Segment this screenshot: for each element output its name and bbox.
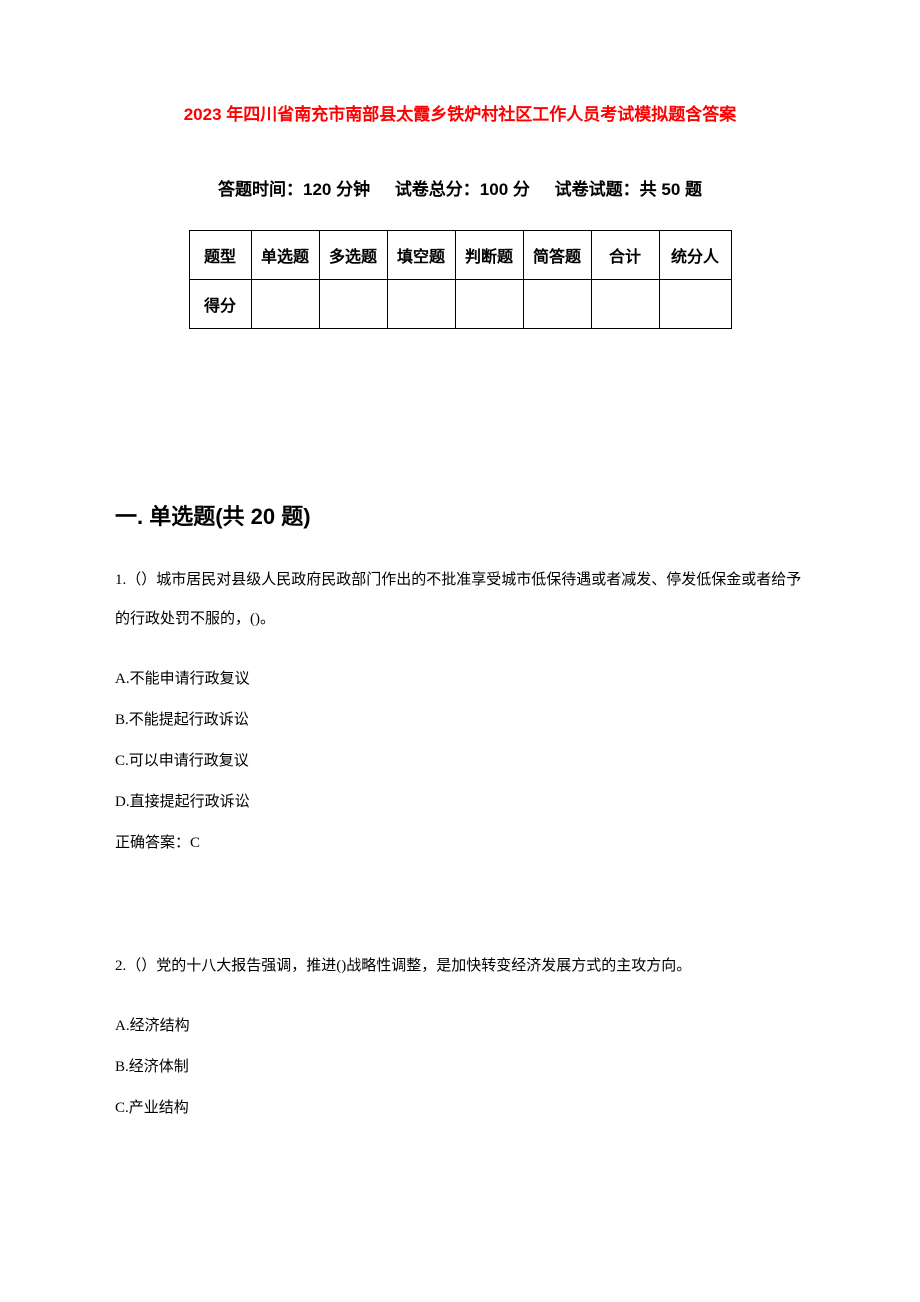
score-cell [387,280,455,329]
question-text: 1.（）城市居民对县级人民政府民政部门作出的不批准享受城市低保待遇或者减发、停发… [115,561,805,639]
table-score-row: 得分 [189,280,731,329]
header-type-fill: 填空题 [387,231,455,280]
option-a: A.经济结构 [115,1014,805,1035]
header-type-short: 简答题 [523,231,591,280]
option-c: C.产业结构 [115,1096,805,1117]
score-cell [319,280,387,329]
score-cell [659,280,731,329]
score-cell [251,280,319,329]
option-c: C.可以申请行政复议 [115,749,805,770]
score-table: 题型 单选题 多选题 填空题 判断题 简答题 合计 统分人 得分 [189,230,732,329]
header-total: 合计 [591,231,659,280]
header-label: 题型 [189,231,251,280]
score-cell [523,280,591,329]
exam-time: 答题时间：120 分钟 [218,180,370,199]
option-a: A.不能申请行政复议 [115,667,805,688]
question-body: （）城市居民对县级人民政府民政部门作出的不批准享受城市低保待遇或者减发、停发低保… [115,572,801,627]
exam-subtitle: 答题时间：120 分钟 试卷总分：100 分 试卷试题：共 50 题 [115,175,805,200]
header-type-single: 单选题 [251,231,319,280]
question-number: 2. [115,958,126,974]
section-title: 一. 单选题(共 20 题) [115,499,805,531]
score-cell [455,280,523,329]
header-scorer: 统分人 [659,231,731,280]
option-d: D.直接提起行政诉讼 [115,790,805,811]
question-body: （）党的十八大报告强调，推进()战略性调整，是加快转变经济发展方式的主攻方向。 [126,958,691,974]
question-text: 2.（）党的十八大报告强调，推进()战略性调整，是加快转变经济发展方式的主攻方向… [115,947,805,986]
table-header-row: 题型 单选题 多选题 填空题 判断题 简答题 合计 统分人 [189,231,731,280]
option-b: B.经济体制 [115,1055,805,1076]
option-b: B.不能提起行政诉讼 [115,708,805,729]
question-1: 1.（）城市居民对县级人民政府民政部门作出的不批准享受城市低保待遇或者减发、停发… [115,561,805,852]
score-cell [591,280,659,329]
exam-total-score: 试卷总分：100 分 [395,180,530,199]
header-type-judge: 判断题 [455,231,523,280]
score-label: 得分 [189,280,251,329]
correct-answer: 正确答案：C [115,831,805,852]
question-2: 2.（）党的十八大报告强调，推进()战略性调整，是加快转变经济发展方式的主攻方向… [115,947,805,1117]
exam-title: 2023 年四川省南充市南部县太霞乡铁炉村社区工作人员考试模拟题含答案 [115,100,805,125]
question-number: 1. [115,572,126,588]
header-type-multi: 多选题 [319,231,387,280]
exam-question-count: 试卷试题：共 50 题 [555,180,702,199]
